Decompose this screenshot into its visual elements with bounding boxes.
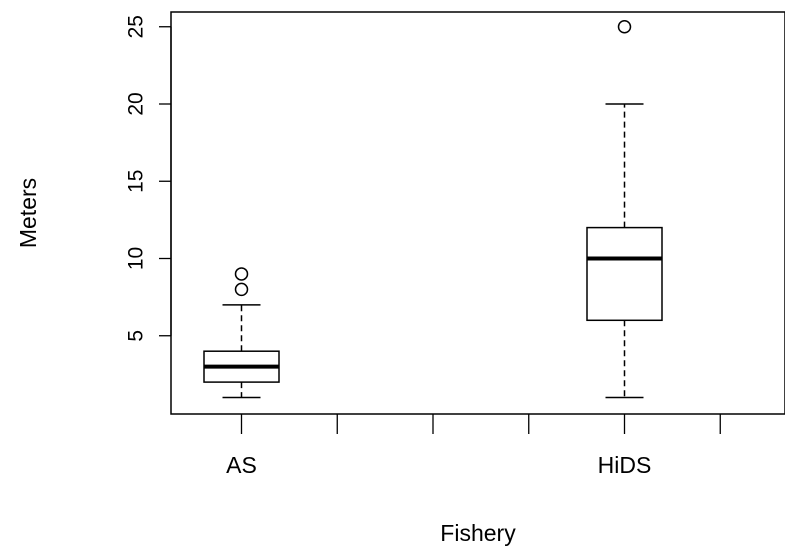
x-tick-label: HiDS <box>598 452 652 478</box>
y-tick-label: 5 <box>124 330 147 342</box>
y-axis: 5 10 15 20 25 <box>124 15 172 342</box>
box-hids <box>586 20 663 399</box>
box-as <box>203 267 280 399</box>
x-tick-label: AS <box>226 452 257 478</box>
interquartile-box <box>586 226 663 322</box>
y-axis-title: Meters <box>15 178 41 248</box>
outlier-point <box>617 20 632 34</box>
x-axis-title: Fishery <box>440 520 516 546</box>
box-series <box>203 20 663 399</box>
x-axis: AS HiDS <box>226 414 721 478</box>
y-tick-label: 20 <box>124 92 147 115</box>
outlier-point <box>234 267 249 281</box>
y-tick-label: 25 <box>124 15 147 38</box>
outlier-point <box>234 282 249 297</box>
y-tick-label: 15 <box>124 170 147 193</box>
y-tick-label: 10 <box>124 247 147 270</box>
